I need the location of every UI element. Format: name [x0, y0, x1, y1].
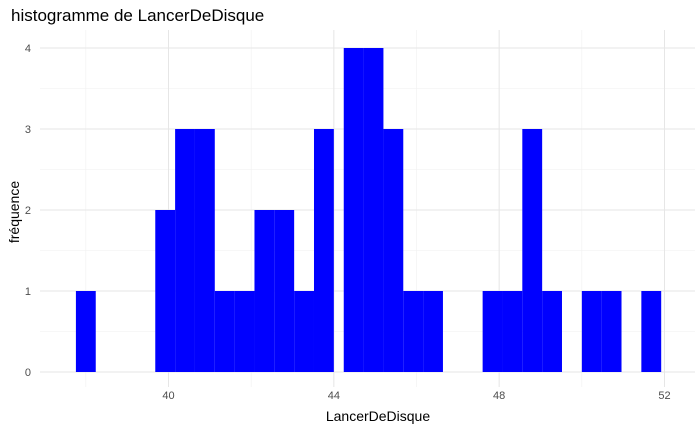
histogram-bar — [155, 210, 176, 372]
histogram-bar — [343, 48, 364, 372]
histogram-bar — [363, 48, 384, 372]
x-tick-label: 44 — [328, 390, 340, 402]
histogram-bar — [175, 129, 195, 372]
x-tick-label: 52 — [658, 390, 670, 402]
y-tick-label: 0 — [25, 367, 31, 379]
y-tick-label: 3 — [25, 124, 31, 136]
histogram-bar — [601, 291, 622, 372]
histogram-bar — [581, 291, 602, 372]
y-tick-labels: 0 1 2 3 4 — [25, 43, 31, 379]
histogram-bar — [502, 291, 523, 372]
histogram-bar — [274, 210, 295, 372]
histogram-bar — [214, 291, 235, 372]
x-tick-label: 40 — [162, 390, 174, 402]
histogram-bar — [194, 129, 215, 372]
x-axis-label: LancerDeDisque — [325, 408, 431, 424]
chart-title: histogramme de LancerDeDisque — [11, 6, 265, 25]
histogram-bar — [403, 291, 424, 372]
histogram-bar — [75, 291, 96, 372]
histogram-bar — [234, 291, 255, 372]
histogram-bar — [423, 291, 443, 372]
histogram-bar — [294, 291, 314, 372]
histogram-bar — [313, 129, 334, 372]
histogram-bar — [522, 129, 543, 372]
x-tick-label: 48 — [493, 390, 505, 402]
histogram-bar — [641, 291, 662, 372]
histogram-bar — [383, 129, 404, 372]
y-tick-label: 1 — [25, 286, 31, 298]
histogram-bar — [482, 291, 503, 372]
y-tick-label: 4 — [25, 43, 31, 55]
x-tick-labels: 40 44 48 52 — [162, 390, 670, 402]
histogram-bar — [542, 291, 562, 372]
bars — [75, 48, 662, 372]
y-tick-label: 2 — [25, 205, 31, 217]
histogram-bar — [254, 210, 275, 372]
